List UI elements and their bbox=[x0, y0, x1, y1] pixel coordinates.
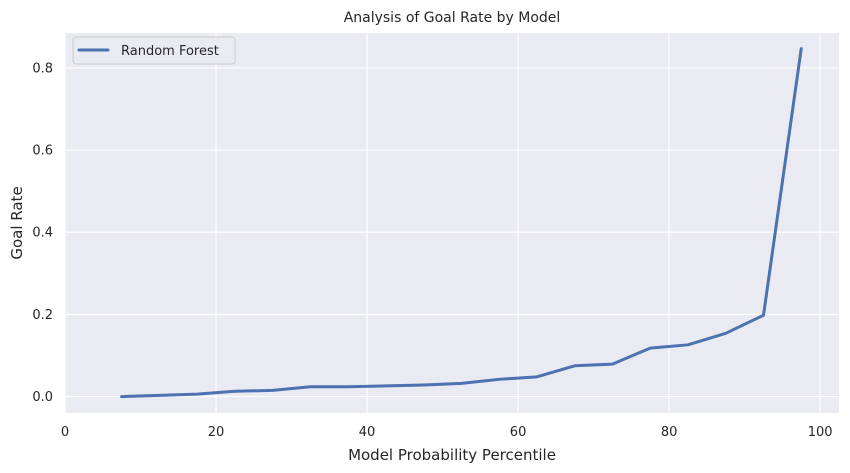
y-tick-label: 0.4 bbox=[32, 226, 53, 241]
x-axis-label: Model Probability Percentile bbox=[348, 446, 556, 464]
data-point bbox=[461, 383, 462, 384]
data-point bbox=[121, 396, 122, 397]
x-tick-label: 80 bbox=[661, 425, 678, 440]
x-tick-label: 20 bbox=[208, 425, 225, 440]
plot-area bbox=[65, 33, 839, 413]
x-tick-label: 60 bbox=[510, 425, 527, 440]
y-tick-label: 0.8 bbox=[32, 61, 53, 76]
chart-title: Analysis of Goal Rate by Model bbox=[344, 10, 561, 26]
legend: Random Forest bbox=[72, 36, 236, 65]
data-point bbox=[159, 395, 160, 396]
data-point bbox=[763, 315, 764, 316]
data-point bbox=[310, 386, 311, 387]
legend-label: Random Forest bbox=[121, 44, 219, 59]
x-grid-lines bbox=[64, 33, 821, 413]
series-line-0 bbox=[120, 47, 803, 399]
y-axis-label: Goal Rate bbox=[8, 186, 26, 259]
data-point bbox=[234, 391, 235, 392]
data-point bbox=[725, 333, 726, 334]
data-point bbox=[499, 379, 500, 380]
y-tick-label: 0.2 bbox=[32, 308, 53, 323]
data-point bbox=[385, 385, 386, 386]
plot-background bbox=[65, 33, 839, 413]
data-point bbox=[348, 386, 349, 387]
data-point bbox=[612, 364, 613, 365]
x-tick-label: 40 bbox=[359, 425, 376, 440]
data-point bbox=[574, 365, 575, 366]
series-group bbox=[120, 47, 803, 399]
y-ticks: 0.0 0.2 0.4 0.6 0.8 bbox=[32, 61, 53, 405]
data-point bbox=[650, 348, 651, 349]
x-tick-label: 100 bbox=[808, 425, 833, 440]
y-tick-label: 0.6 bbox=[32, 144, 53, 159]
x-tick-label: 0 bbox=[61, 425, 69, 440]
data-point bbox=[197, 394, 198, 395]
y-grid-lines bbox=[65, 67, 839, 398]
data-point bbox=[687, 344, 688, 345]
data-point bbox=[536, 376, 537, 377]
legend-box bbox=[72, 36, 236, 65]
data-point bbox=[272, 390, 273, 391]
y-tick-label: 0.0 bbox=[32, 390, 53, 405]
x-ticks: 0 20 40 60 80 100 bbox=[61, 425, 833, 440]
data-point bbox=[423, 385, 424, 386]
data-point bbox=[801, 48, 802, 49]
